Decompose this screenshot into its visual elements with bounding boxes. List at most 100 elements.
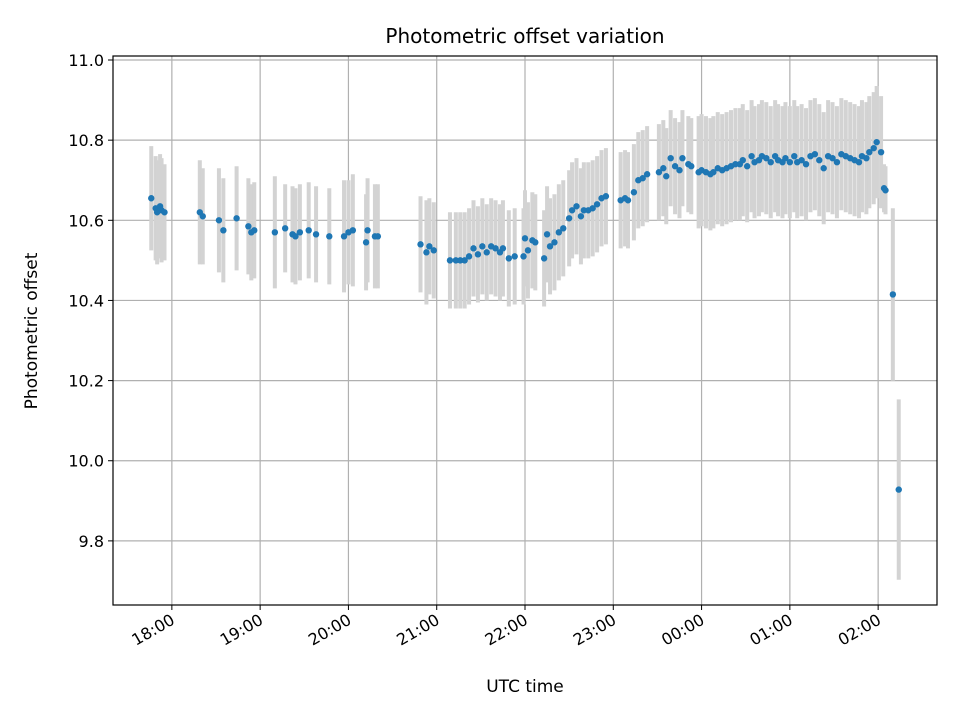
- data-point: [820, 165, 827, 172]
- data-point: [271, 229, 279, 236]
- data-point: [546, 243, 554, 250]
- data-point: [492, 245, 499, 252]
- data-point: [663, 173, 670, 180]
- data-point: [624, 197, 632, 204]
- y-tick-label: 11.0: [68, 51, 104, 70]
- data-point: [499, 245, 507, 252]
- data-point: [233, 215, 240, 222]
- data-points: [148, 138, 902, 493]
- data-point: [791, 152, 798, 160]
- data-point: [667, 154, 674, 162]
- data-point: [655, 169, 663, 176]
- data-point: [882, 187, 889, 194]
- data-point: [483, 249, 490, 256]
- y-tick-label: 9.8: [79, 532, 104, 551]
- data-point: [457, 257, 464, 264]
- data-point: [870, 144, 877, 152]
- x-axis-label: UTC time: [486, 677, 564, 697]
- data-point: [877, 148, 885, 156]
- data-point: [580, 207, 588, 214]
- data-point: [505, 255, 513, 262]
- data-point: [710, 169, 717, 176]
- y-tick-label: 10.6: [68, 211, 104, 230]
- data-point: [551, 239, 558, 246]
- data-point: [866, 148, 873, 156]
- data-point: [524, 247, 532, 254]
- data-point: [479, 243, 486, 250]
- data-point: [671, 163, 679, 170]
- data-point: [593, 201, 601, 208]
- data-point: [782, 154, 789, 162]
- data-point: [461, 257, 468, 264]
- data-point: [732, 160, 739, 168]
- data-point: [679, 154, 686, 162]
- data-point: [148, 195, 155, 202]
- data-point: [763, 154, 770, 162]
- data-point: [743, 163, 751, 170]
- chart-title: Photometric offset variation: [385, 24, 664, 48]
- data-point: [532, 239, 539, 246]
- data-point: [748, 152, 755, 160]
- data-point: [829, 154, 836, 162]
- y-tick-label: 10.2: [68, 372, 104, 391]
- data-point: [889, 291, 897, 298]
- data-point: [430, 247, 437, 254]
- y-axis-ticks: 9.8 10.0 10.2 10.4 10.6 10.8 11.0: [68, 51, 113, 551]
- data-point: [602, 193, 610, 200]
- data-point: [426, 243, 433, 250]
- data-point: [245, 223, 252, 230]
- data-point: [589, 205, 596, 212]
- data-point: [543, 231, 551, 238]
- data-point: [568, 207, 576, 214]
- data-point: [446, 257, 454, 264]
- data-point: [364, 227, 371, 234]
- data-point: [470, 245, 477, 252]
- data-point: [161, 209, 168, 216]
- data-point: [312, 231, 320, 238]
- data-point: [521, 235, 529, 242]
- data-point: [465, 253, 473, 260]
- data-point: [895, 486, 902, 493]
- data-point: [349, 227, 357, 234]
- data-point: [326, 233, 333, 240]
- data-point: [340, 233, 348, 240]
- y-tick-label: 10.8: [68, 131, 104, 150]
- data-point: [474, 251, 482, 258]
- data-point: [798, 156, 805, 164]
- data-point: [630, 189, 638, 196]
- data-point: [786, 158, 794, 166]
- data-point: [220, 227, 227, 234]
- data-point: [199, 213, 206, 220]
- data-point: [833, 158, 841, 166]
- data-point: [639, 175, 646, 182]
- data-point: [540, 255, 548, 262]
- data-point: [573, 203, 580, 210]
- data-point: [374, 233, 382, 240]
- data-point: [565, 215, 573, 222]
- data-point: [423, 249, 430, 256]
- data-point: [362, 239, 370, 246]
- data-point: [215, 217, 223, 224]
- y-axis-label: Photometric offset: [22, 252, 42, 409]
- data-point: [281, 225, 289, 232]
- data-point: [863, 154, 870, 162]
- data-point: [305, 227, 312, 234]
- data-point: [555, 229, 563, 236]
- data-point: [739, 156, 746, 164]
- data-point: [511, 253, 518, 260]
- data-point: [873, 138, 880, 146]
- data-point: [452, 257, 460, 264]
- y-tick-label: 10.0: [68, 452, 104, 471]
- data-point: [816, 156, 823, 164]
- data-point: [802, 160, 810, 168]
- data-point: [660, 165, 667, 172]
- data-point: [577, 213, 585, 220]
- data-point: [676, 167, 683, 174]
- data-point: [251, 227, 258, 234]
- y-tick-label: 10.4: [68, 291, 104, 310]
- data-point: [292, 233, 299, 240]
- data-point: [296, 229, 304, 236]
- data-point: [688, 163, 695, 170]
- data-point: [560, 225, 567, 232]
